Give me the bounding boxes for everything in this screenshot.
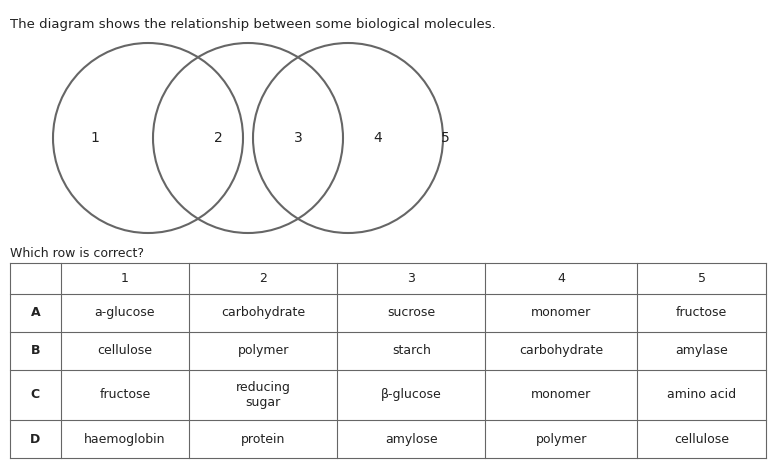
Text: 2: 2 bbox=[259, 272, 267, 285]
Text: haemoglobin: haemoglobin bbox=[85, 432, 166, 445]
Text: Which row is correct?: Which row is correct? bbox=[10, 247, 144, 260]
Text: The diagram shows the relationship between some biological molecules.: The diagram shows the relationship betwe… bbox=[10, 18, 496, 31]
Text: 3: 3 bbox=[293, 131, 303, 145]
Text: amino acid: amino acid bbox=[667, 388, 736, 401]
Text: β-glucose: β-glucose bbox=[381, 388, 442, 401]
Text: amylase: amylase bbox=[675, 344, 728, 357]
Text: starch: starch bbox=[392, 344, 431, 357]
Text: 1: 1 bbox=[121, 272, 129, 285]
Text: amylose: amylose bbox=[385, 432, 438, 445]
Text: 1: 1 bbox=[91, 131, 99, 145]
Text: B: B bbox=[30, 344, 40, 357]
Text: carbohydrate: carbohydrate bbox=[519, 344, 604, 357]
Text: D: D bbox=[30, 432, 40, 445]
Text: protein: protein bbox=[241, 432, 286, 445]
Text: A: A bbox=[30, 306, 40, 319]
Text: cellulose: cellulose bbox=[674, 432, 729, 445]
Text: a-glucose: a-glucose bbox=[95, 306, 155, 319]
Text: polymer: polymer bbox=[535, 432, 587, 445]
Text: carbohydrate: carbohydrate bbox=[221, 306, 306, 319]
Text: monomer: monomer bbox=[532, 306, 591, 319]
Text: 2: 2 bbox=[213, 131, 223, 145]
Text: 3: 3 bbox=[407, 272, 415, 285]
Text: reducing
sugar: reducing sugar bbox=[236, 381, 291, 409]
Text: 5: 5 bbox=[441, 131, 449, 145]
Text: monomer: monomer bbox=[532, 388, 591, 401]
Text: fructose: fructose bbox=[676, 306, 727, 319]
Text: polymer: polymer bbox=[237, 344, 289, 357]
Text: 4: 4 bbox=[373, 131, 383, 145]
Text: C: C bbox=[31, 388, 40, 401]
Text: cellulose: cellulose bbox=[98, 344, 152, 357]
Text: 5: 5 bbox=[698, 272, 705, 285]
Text: fructose: fructose bbox=[99, 388, 151, 401]
Text: 4: 4 bbox=[557, 272, 566, 285]
Text: sucrose: sucrose bbox=[387, 306, 435, 319]
